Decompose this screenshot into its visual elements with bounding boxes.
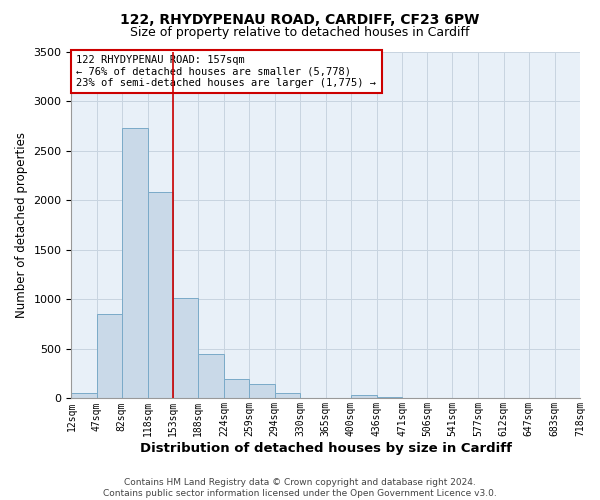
- Bar: [351, 396, 377, 398]
- Y-axis label: Number of detached properties: Number of detached properties: [15, 132, 28, 318]
- Bar: [97, 314, 122, 398]
- Bar: [71, 393, 97, 398]
- Bar: [173, 298, 198, 398]
- Text: 122 RHYDYPENAU ROAD: 157sqm
← 76% of detached houses are smaller (5,778)
23% of : 122 RHYDYPENAU ROAD: 157sqm ← 76% of det…: [76, 55, 376, 88]
- Bar: [122, 128, 148, 398]
- Bar: [148, 192, 173, 398]
- Text: 122, RHYDYPENAU ROAD, CARDIFF, CF23 6PW: 122, RHYDYPENAU ROAD, CARDIFF, CF23 6PW: [121, 12, 479, 26]
- Bar: [198, 354, 224, 399]
- Bar: [275, 393, 301, 398]
- Bar: [250, 384, 275, 398]
- Text: Size of property relative to detached houses in Cardiff: Size of property relative to detached ho…: [130, 26, 470, 39]
- Bar: [224, 378, 250, 398]
- Text: Contains HM Land Registry data © Crown copyright and database right 2024.
Contai: Contains HM Land Registry data © Crown c…: [103, 478, 497, 498]
- X-axis label: Distribution of detached houses by size in Cardiff: Distribution of detached houses by size …: [140, 442, 512, 455]
